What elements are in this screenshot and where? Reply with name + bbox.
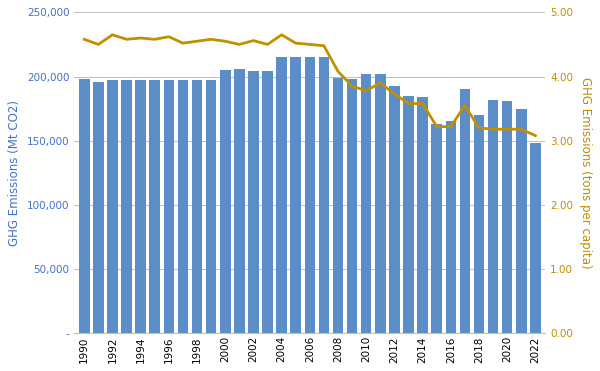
Bar [234,69,245,334]
Bar [206,81,217,334]
Bar [178,80,188,334]
Bar [79,79,89,334]
Bar [248,71,259,334]
Bar [347,79,358,334]
Bar [431,124,442,334]
Bar [121,80,132,334]
Bar [418,97,428,334]
Bar [305,57,315,334]
Bar [107,81,118,334]
Bar [290,57,301,334]
Bar [192,80,202,334]
Bar [333,78,343,334]
Bar [460,89,470,334]
Bar [375,74,386,334]
Bar [277,57,287,334]
Bar [530,143,541,334]
Bar [361,74,371,334]
Y-axis label: GHG Emissions (Mt CO2): GHG Emissions (Mt CO2) [8,100,22,246]
Bar [319,57,329,334]
Bar [93,82,104,334]
Bar [474,115,484,334]
Y-axis label: GHG Emissions (tons per capita): GHG Emissions (tons per capita) [578,77,592,269]
Bar [164,80,174,334]
Bar [149,81,160,334]
Bar [220,70,230,334]
Bar [389,86,400,334]
Bar [262,71,273,334]
Bar [446,121,456,334]
Bar [502,101,512,334]
Bar [136,81,146,334]
Bar [516,109,527,334]
Bar [403,96,414,334]
Bar [488,100,499,334]
